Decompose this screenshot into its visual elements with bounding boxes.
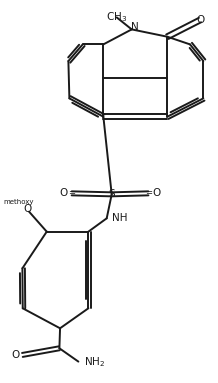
- Text: O: O: [11, 350, 19, 360]
- Text: =: =: [68, 188, 75, 197]
- Text: O: O: [23, 204, 31, 214]
- Text: O: O: [60, 188, 68, 198]
- Text: NH: NH: [112, 213, 127, 223]
- Text: =: =: [145, 188, 152, 197]
- Text: methoxy: methoxy: [4, 199, 34, 205]
- Text: O: O: [152, 188, 161, 198]
- Text: O: O: [196, 15, 204, 25]
- Text: NH$_2$: NH$_2$: [84, 355, 106, 368]
- Text: CH$_3$: CH$_3$: [106, 10, 127, 24]
- Text: N: N: [131, 22, 139, 33]
- Text: S: S: [108, 189, 115, 199]
